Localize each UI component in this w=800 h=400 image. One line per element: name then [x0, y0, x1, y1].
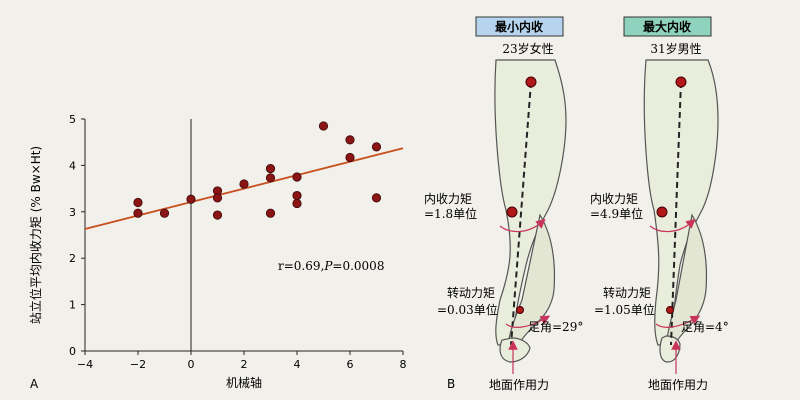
data-points: [84, 121, 404, 230]
moment-value: =4.9单位: [590, 206, 643, 221]
y-tick-label: 2: [69, 252, 76, 265]
ankle-dot: [516, 306, 524, 314]
data-point: [212, 193, 223, 203]
data-point: [159, 208, 170, 218]
annotation-p: P: [323, 259, 333, 273]
moment-label: 内收力矩: [590, 192, 638, 206]
y-tick-label: 3: [69, 206, 76, 219]
rotation-label: 转动力矩: [603, 285, 651, 300]
knee-center-dot: [656, 206, 668, 218]
foot-shape: [499, 337, 531, 363]
annotation-p-value: =0.0008: [332, 259, 384, 273]
moment-label: 内收力矩: [424, 192, 472, 206]
x-tick-label: 0: [188, 358, 195, 371]
data-point: [133, 197, 143, 208]
ankle-dot: [666, 306, 674, 314]
moment-value: =1.8单位: [424, 206, 477, 221]
adduction-moment-arc: [499, 218, 546, 233]
mechanical-axis: [670, 81, 682, 346]
subject-label: 23岁女性: [502, 41, 553, 56]
rotation-moment-arc: [505, 315, 551, 328]
calf-shape: [665, 213, 708, 346]
ground-force-label: 地面作用力: [489, 378, 549, 392]
foot-angle-label: 足角=4°: [681, 320, 729, 334]
panel-label-b: B: [447, 377, 455, 391]
tag-label: 最小内收: [495, 19, 543, 34]
tag-label: 最大内收: [643, 19, 691, 34]
x-axis-label: 机械轴: [226, 375, 262, 390]
panel-max-adduction: 最大内收 31岁男性 内收力矩 =4.9单位 转动力矩 =1.05单位 足角=4…: [590, 16, 729, 392]
correlation-annotation: r=0.69,P=0.0008: [278, 259, 384, 273]
data-point: [186, 194, 196, 204]
panel-min-adduction: 最小内收 23岁女性 内收力矩 =1.8单位 转动力矩 =0.03单位 足角=2…: [424, 16, 583, 392]
x-tick-label: −2: [130, 358, 146, 371]
subject-label: 31岁男性: [650, 41, 701, 56]
axis-ticks: −4 −2 0 2 4 6 8 0 1 2 3 4 5: [69, 113, 407, 371]
ground-force-label: 地面作用力: [648, 378, 708, 392]
foot-angle-label: 足角=29°: [528, 320, 583, 334]
data-point: [265, 164, 276, 174]
data-point: [239, 179, 249, 189]
y-tick-label: 4: [69, 159, 76, 172]
tag-box: [623, 16, 712, 37]
rotation-value: =1.05单位: [594, 302, 655, 317]
data-point: [265, 173, 276, 183]
rotation-value: =0.03单位: [437, 302, 498, 317]
rotation-moment-arc: [655, 315, 701, 328]
x-tick-label: 2: [241, 358, 248, 371]
hip-center-dot: [675, 76, 687, 88]
data-point: [265, 208, 276, 218]
y-axis-label: 站立位平均内收力矩 (% Bw×Ht): [28, 146, 43, 324]
x-tick-label: 4: [294, 358, 301, 371]
adduction-moment-arc: [649, 218, 696, 233]
data-point: [345, 135, 355, 145]
x-tick-label: −4: [77, 358, 93, 371]
mechanical-axis: [510, 81, 532, 346]
rotation-label: 转动力矩: [447, 285, 495, 300]
foot-shape: [659, 335, 681, 363]
hip-center-dot: [525, 76, 537, 88]
data-point: [371, 142, 382, 152]
data-point: [292, 198, 302, 209]
y-tick-label: 5: [69, 113, 76, 126]
x-tick-label: 6: [347, 358, 354, 371]
data-point: [371, 193, 382, 203]
y-tick-label: 0: [69, 345, 76, 358]
tag-box: [475, 16, 564, 37]
y-tick-label: 1: [69, 299, 76, 312]
panel-label-a: A: [30, 377, 39, 391]
annotation-r: r=0.69,: [278, 259, 324, 273]
x-tick-label: 8: [400, 358, 407, 371]
data-point: [345, 152, 355, 163]
knee-center-dot: [506, 206, 518, 218]
data-point: [133, 208, 143, 218]
data-point: [292, 172, 302, 182]
data-point: [212, 210, 223, 220]
data-point: [318, 121, 329, 131]
